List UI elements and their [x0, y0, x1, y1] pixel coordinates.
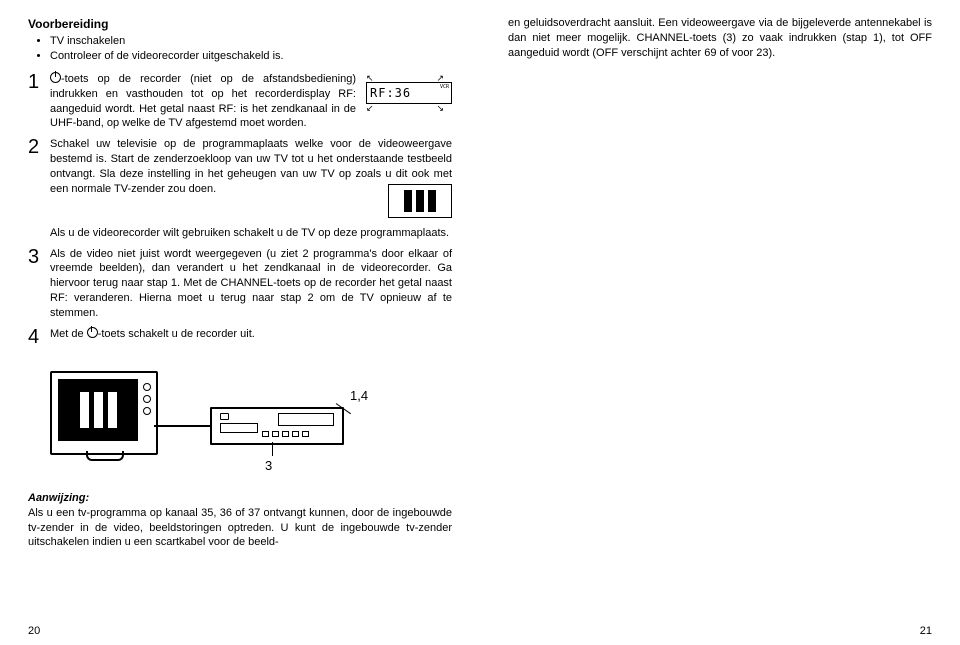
right-continuation-text: en geluidsoverdracht aansluit. Een video…: [508, 16, 932, 61]
step3-text: Als de video niet juist wordt weergegeve…: [50, 247, 452, 321]
power-icon: [50, 72, 61, 83]
step1-text: -toets op de recorder (niet op de afstan…: [50, 73, 356, 130]
bullet-item: TV inschakelen: [50, 34, 452, 49]
step-number: 2: [28, 137, 50, 240]
prep-bullets: TV inschakelen Controleer of de videorec…: [28, 34, 452, 64]
step-number: 1: [28, 72, 50, 131]
step4-text-a: Met de: [50, 328, 87, 340]
step-body: ↖↗ RF:36 VCR ↙↘ -toets op de recorder (n…: [50, 72, 452, 131]
connection-diagram: 1,4 3: [50, 357, 380, 477]
step-2: 2 Schakel uw televisie op de programmapl…: [28, 137, 452, 240]
rf-text: RF:36: [370, 85, 411, 101]
rf-display-figure: ↖↗ RF:36 VCR ↙↘: [366, 74, 452, 112]
callout-3: 3: [265, 457, 272, 475]
callout-14: 1,4: [350, 387, 368, 405]
note-text: Als u een tv-programma op kanaal 35, 36 …: [28, 506, 452, 551]
step-body: Met de -toets schakelt u de recorder uit…: [50, 327, 452, 347]
bullet-item: Controleer of de videorecorder uitgescha…: [50, 49, 452, 64]
right-page: en geluidsoverdracht aansluit. Een video…: [480, 0, 960, 645]
page-number-right: 21: [920, 624, 932, 639]
step4-text-b: -toets schakelt u de recorder uit.: [98, 328, 255, 340]
step-number: 4: [28, 327, 50, 347]
step-number: 3: [28, 247, 50, 321]
page-number-left: 20: [28, 624, 40, 639]
step-3: 3 Als de video niet juist wordt weergege…: [28, 247, 452, 321]
vcr-label: VCR: [440, 84, 449, 91]
testpattern-figure: [388, 184, 452, 218]
step2b-text: Als u de videorecorder wilt gebruiken sc…: [50, 227, 449, 239]
note-title: Aanwijzing:: [28, 491, 452, 506]
tv-illustration: [50, 371, 158, 455]
power-icon: [87, 327, 98, 338]
vcr-illustration: [210, 407, 344, 445]
left-page: Voorbereiding TV inschakelen Controleer …: [0, 0, 480, 645]
step-body: Schakel uw televisie op de programmaplaa…: [50, 137, 452, 240]
step-4: 4 Met de -toets schakelt u de recorder u…: [28, 327, 452, 347]
section-title: Voorbereiding: [28, 16, 452, 32]
step-1: 1 ↖↗ RF:36 VCR ↙↘ -toets op de recorder …: [28, 72, 452, 131]
